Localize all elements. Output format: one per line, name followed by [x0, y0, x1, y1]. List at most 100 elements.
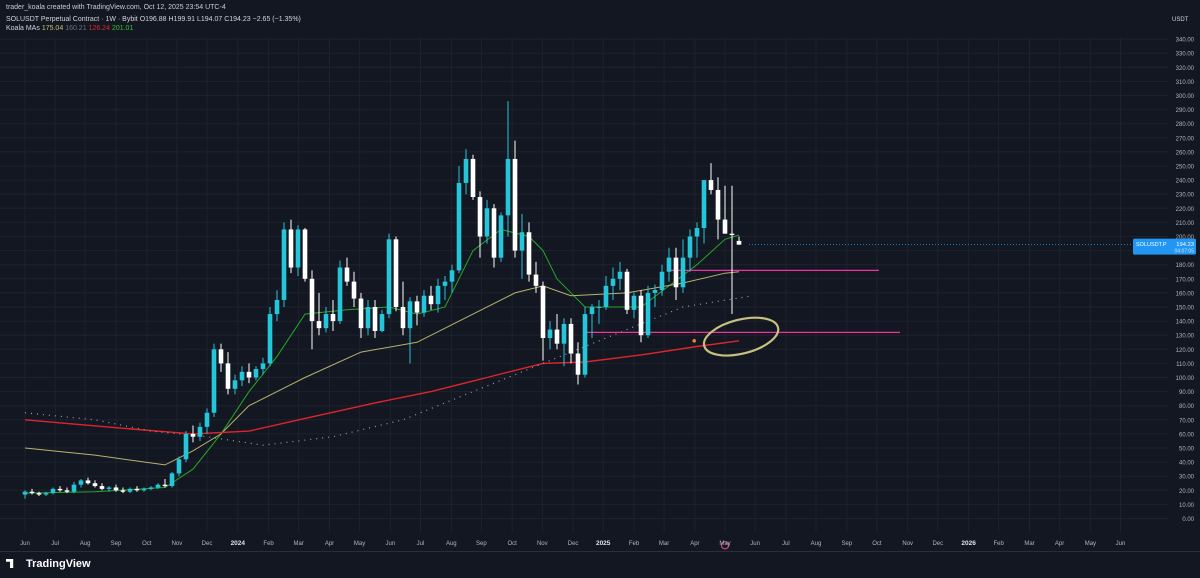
x-tick-label: May — [1085, 541, 1096, 547]
candle-body — [407, 301, 413, 329]
ma-value-2: 160.21 — [65, 25, 87, 32]
candle-body — [610, 278, 616, 286]
x-tick-label: Feb — [629, 541, 640, 547]
candle-body — [617, 271, 623, 279]
x-tick-label: Jun — [750, 541, 760, 547]
ma-legend[interactable]: Koala MAs 175.04 160.21 126.24 201.01 — [6, 25, 133, 32]
close-value: C194.23 — [224, 16, 251, 23]
y-tick-label: 60.00 — [1179, 432, 1195, 438]
x-tick-label: Mar — [659, 541, 669, 547]
price-axis[interactable]: 0.00 10.00 20.00 30.00 40.00 50.00 60.00 70.00 8… — [749, 38, 1196, 523]
y-tick-label: 240.00 — [1176, 179, 1195, 185]
y-tick-label: 70.00 — [1179, 418, 1195, 424]
candle-body — [428, 295, 434, 305]
x-tick-label: Aug — [446, 541, 457, 547]
x-tick-label: Apr — [1055, 541, 1064, 547]
x-tick-label: Nov — [172, 541, 183, 547]
candle-body — [225, 363, 231, 389]
y-tick-label: 100.00 — [1176, 376, 1195, 382]
x-tick-label: Dec — [568, 541, 579, 547]
y-tick-label: 30.00 — [1179, 475, 1195, 481]
horizontal-levels[interactable] — [585, 269, 900, 334]
candle-body — [309, 278, 315, 322]
candle-body — [22, 491, 28, 495]
annotation-circle — [702, 316, 780, 357]
candle-body — [694, 228, 700, 237]
y-tick-label: 320.00 — [1176, 66, 1195, 72]
tradingview-logo[interactable]: TradingView — [6, 558, 91, 570]
candle-body — [575, 353, 581, 375]
candle-body — [561, 323, 567, 344]
candle-body — [736, 240, 742, 245]
candle-body — [148, 487, 154, 489]
candle-body — [337, 267, 343, 322]
candle-body — [729, 233, 735, 236]
x-tick-label: Sep — [111, 541, 122, 547]
last-price-tag — [1133, 238, 1196, 255]
candle-body — [533, 274, 539, 286]
candle-body — [715, 189, 721, 220]
event-marker-icon — [720, 541, 730, 550]
candle-body — [442, 281, 448, 286]
x-tick-label: Jun — [20, 541, 30, 547]
candle-body — [323, 314, 329, 329]
y-tick-label: 10.00 — [1179, 503, 1195, 509]
candle-body — [134, 488, 140, 491]
candle-body — [155, 484, 161, 488]
candle-body — [645, 292, 651, 336]
candle-body — [400, 307, 406, 329]
candle-body — [596, 307, 602, 308]
candle-body — [57, 488, 63, 491]
time-axis[interactable]: Jun Jul Aug Sep Oct Nov Dec 2024 Feb Mar Apr May Jun… — [20, 540, 1125, 547]
x-tick-label: Jun — [1116, 541, 1126, 547]
y-tick-label: 340.00 — [1176, 38, 1195, 44]
candle-body — [631, 295, 637, 310]
y-tick-label: 50.00 — [1179, 447, 1195, 453]
y-tick-label: 200.00 — [1176, 235, 1195, 241]
candle-body — [197, 426, 203, 437]
candle-body — [540, 285, 546, 339]
candle-body — [652, 290, 658, 293]
ma-touch-marker — [692, 339, 696, 343]
candle-body — [519, 232, 525, 251]
candle-body — [708, 180, 714, 190]
candle-body — [36, 493, 42, 495]
high-value: H199.91 — [168, 16, 195, 23]
open-value: O196.88 — [139, 16, 167, 23]
candle-body — [106, 487, 112, 489]
last-price-symbol: SOLUSDT.P — [1136, 242, 1167, 248]
candlestick-chart[interactable]: 0.00 10.00 20.00 30.00 40.00 50.00 60.00 70.00 8… — [0, 0, 1200, 551]
candle-body — [372, 307, 378, 331]
axis-currency-label[interactable]: USDT — [1172, 17, 1189, 23]
candle-body — [316, 321, 322, 329]
symbol-name[interactable]: SOLUSDT Perpetual Contract · 1W · Bybit — [6, 16, 138, 23]
credit-line: trader_koala created with TradingView.co… — [6, 4, 226, 11]
annotation-layer — [692, 316, 780, 550]
candle-body — [204, 412, 210, 427]
ma-value-3: 126.24 — [88, 25, 110, 32]
candle-body — [379, 314, 385, 331]
y-tick-label: 160.00 — [1176, 291, 1195, 297]
candle-body — [274, 299, 280, 315]
x-tick-label: Feb — [994, 541, 1005, 547]
candle-body — [435, 285, 441, 305]
x-tick-label: May — [354, 541, 365, 547]
candle-body — [302, 229, 308, 279]
candle-body — [183, 433, 189, 460]
candle-body — [92, 483, 98, 487]
candle-body — [498, 215, 504, 258]
y-tick-label: 260.00 — [1176, 150, 1195, 156]
y-tick-label: 330.00 — [1176, 52, 1195, 58]
candle-body — [85, 480, 91, 484]
tradingview-mark-icon — [6, 559, 14, 568]
candle-body — [239, 371, 245, 381]
y-tick-label: 80.00 — [1179, 404, 1195, 410]
candle-body — [722, 219, 728, 234]
y-tick-label: 270.00 — [1176, 136, 1195, 142]
candle-body — [169, 473, 175, 487]
y-tick-label: 130.00 — [1176, 334, 1195, 340]
y-tick-label: 110.00 — [1176, 362, 1195, 368]
y-tick-label: 300.00 — [1176, 94, 1195, 100]
x-tick-label: Mar — [1024, 541, 1034, 547]
